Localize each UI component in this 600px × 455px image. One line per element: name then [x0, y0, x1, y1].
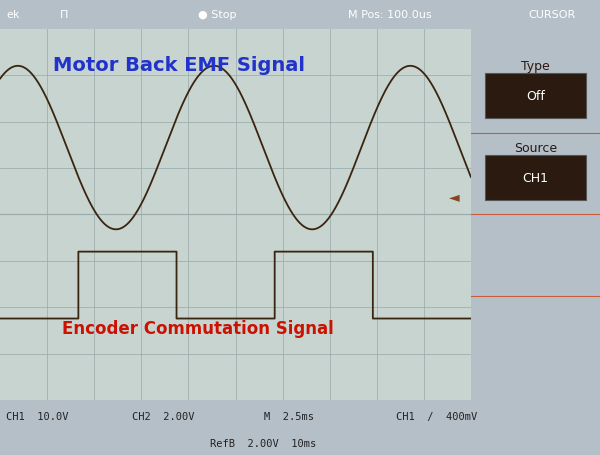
Text: Motor Back EMF Signal: Motor Back EMF Signal — [53, 56, 305, 75]
Text: Source: Source — [514, 142, 557, 155]
Text: M  2.5ms: M 2.5ms — [264, 411, 314, 421]
Text: Off: Off — [526, 90, 545, 103]
Text: ◄: ◄ — [449, 189, 459, 203]
Text: Type: Type — [521, 60, 550, 73]
Text: CH1  10.0V: CH1 10.0V — [6, 411, 68, 421]
Text: CH1  /  400mV: CH1 / 400mV — [396, 411, 477, 421]
Text: ● Stop: ● Stop — [198, 10, 236, 20]
Text: M Pos: 100.0us: M Pos: 100.0us — [348, 10, 431, 20]
Text: RefB  2.00V  10ms: RefB 2.00V 10ms — [210, 438, 316, 448]
Text: CH2  2.00V: CH2 2.00V — [132, 411, 194, 421]
Text: Π: Π — [60, 10, 68, 20]
Text: CURSOR: CURSOR — [528, 10, 575, 20]
Text: Encoder Commutation Signal: Encoder Commutation Signal — [62, 319, 334, 337]
Text: ek: ek — [6, 10, 19, 20]
FancyBboxPatch shape — [485, 74, 586, 119]
Text: CH1: CH1 — [523, 172, 548, 184]
FancyBboxPatch shape — [485, 156, 586, 200]
